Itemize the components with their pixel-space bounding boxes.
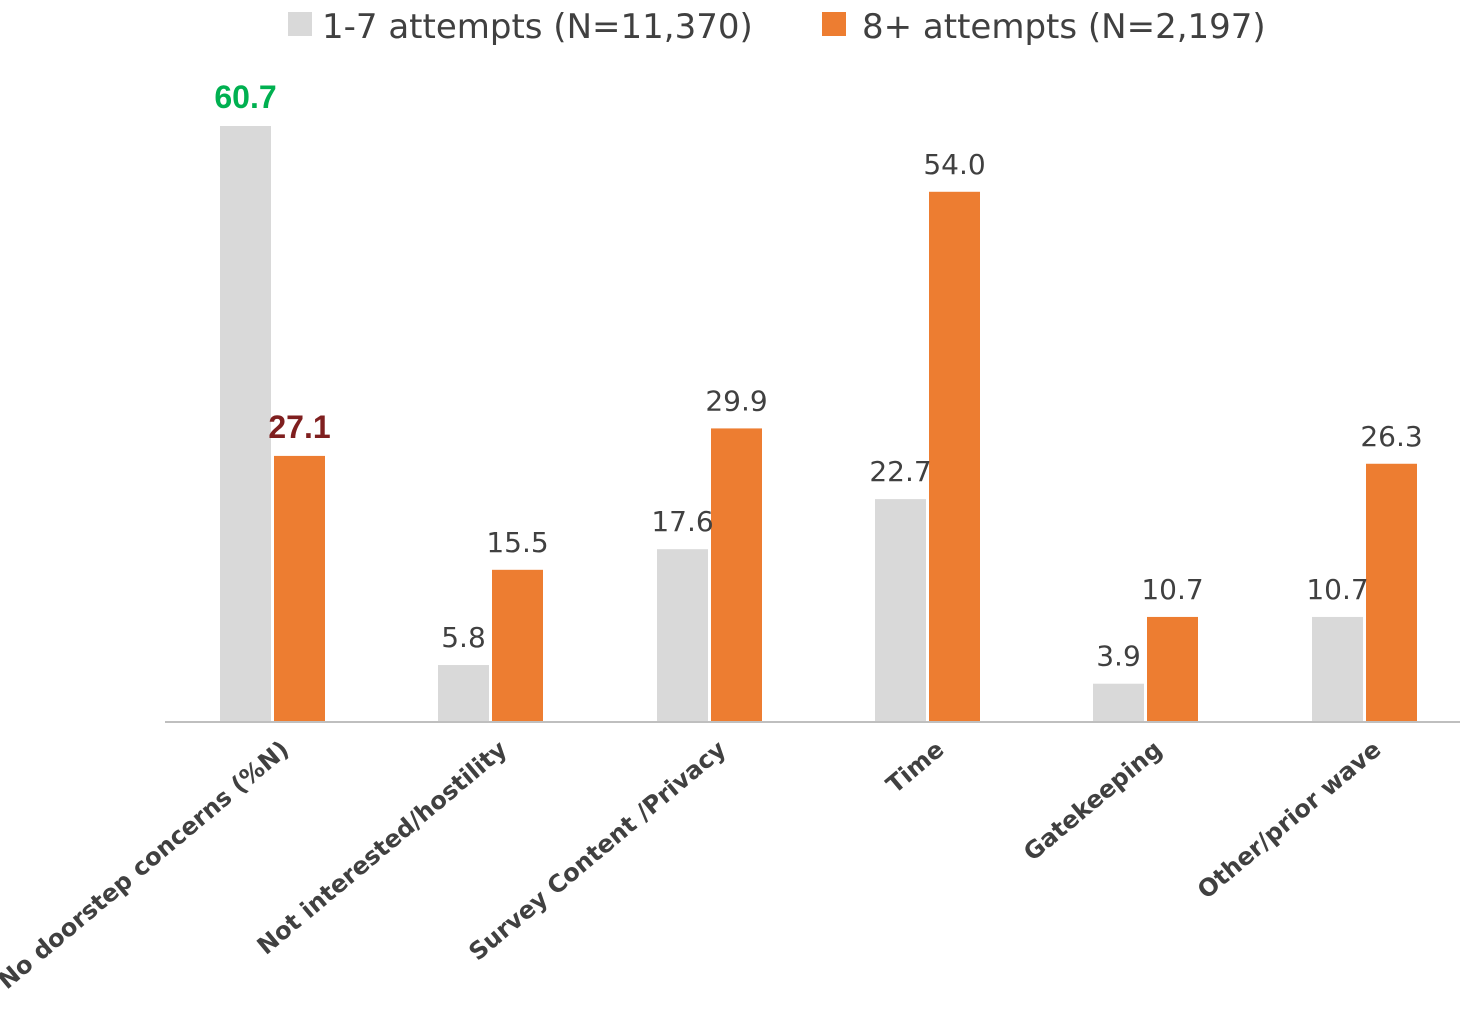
bars-group bbox=[220, 126, 1417, 722]
category-labels-group: No doorstep concerns (%N)Not interested/… bbox=[0, 735, 1386, 995]
category-label-gatekeeping: Gatekeeping bbox=[1018, 735, 1167, 866]
legend-label-8-plus-attempts: 8+ attempts (N=2,197) bbox=[862, 7, 1266, 47]
bar-other-prior-wave-1-7-attempts bbox=[1312, 616, 1363, 722]
bar-no-doorstep-concerns-n-1-7-attempts bbox=[220, 126, 271, 722]
value-label-time-8-plus-attempts: 54.0 bbox=[923, 148, 985, 181]
category-label-other-prior-wave: Other/prior wave bbox=[1192, 735, 1386, 904]
value-label-gatekeeping-8-plus-attempts: 10.7 bbox=[1141, 573, 1203, 606]
bar-not-interested-hostility-8-plus-attempts bbox=[492, 569, 543, 722]
value-label-survey-content-privacy-1-7-attempts: 17.6 bbox=[651, 505, 713, 538]
value-label-not-interested-hostility-8-plus-attempts: 15.5 bbox=[486, 526, 548, 559]
value-label-no-doorstep-concerns-n-8-plus-attempts: 27.1 bbox=[268, 409, 330, 445]
value-label-other-prior-wave-1-7-attempts: 10.7 bbox=[1306, 573, 1368, 606]
value-label-survey-content-privacy-8-plus-attempts: 29.9 bbox=[705, 384, 767, 417]
value-labels-group: 60.7 27.1 5.8 15.5 17.6 29.9 22.7 54.0 3.9 10.7 10… bbox=[214, 79, 1422, 673]
legend-swatch-1-7-attempts bbox=[288, 12, 312, 36]
value-label-gatekeeping-1-7-attempts: 3.9 bbox=[1096, 640, 1141, 673]
value-label-other-prior-wave-8-plus-attempts: 26.3 bbox=[1360, 420, 1422, 453]
category-label-time: Time bbox=[881, 735, 949, 799]
bar-survey-content-privacy-1-7-attempts bbox=[657, 549, 708, 722]
bar-not-interested-hostility-1-7-attempts bbox=[438, 665, 489, 722]
bar-survey-content-privacy-8-plus-attempts bbox=[711, 428, 762, 722]
legend-swatch-8-plus-attempts bbox=[822, 12, 846, 36]
category-label-no-doorstep-concerns-n: No doorstep concerns (%N) bbox=[0, 735, 294, 995]
bar-time-8-plus-attempts bbox=[929, 191, 980, 722]
category-label-not-interested-hostility: Not interested/hostility bbox=[252, 735, 513, 960]
bar-time-1-7-attempts bbox=[875, 499, 926, 722]
value-label-not-interested-hostility-1-7-attempts: 5.8 bbox=[441, 621, 486, 654]
legend: 1-7 attempts (N=11,370) 8+ attempts (N=2… bbox=[288, 7, 1266, 47]
value-label-time-1-7-attempts: 22.7 bbox=[869, 455, 931, 488]
bar-other-prior-wave-8-plus-attempts bbox=[1366, 463, 1417, 722]
value-label-no-doorstep-concerns-n-1-7-attempts: 60.7 bbox=[214, 79, 276, 115]
bar-no-doorstep-concerns-n-8-plus-attempts bbox=[274, 455, 325, 722]
bar-gatekeeping-8-plus-attempts bbox=[1147, 616, 1198, 722]
bar-gatekeeping-1-7-attempts bbox=[1093, 683, 1144, 722]
category-label-survey-content-privacy: Survey Content /Privacy bbox=[464, 735, 732, 966]
legend-label-1-7-attempts: 1-7 attempts (N=11,370) bbox=[322, 7, 753, 47]
